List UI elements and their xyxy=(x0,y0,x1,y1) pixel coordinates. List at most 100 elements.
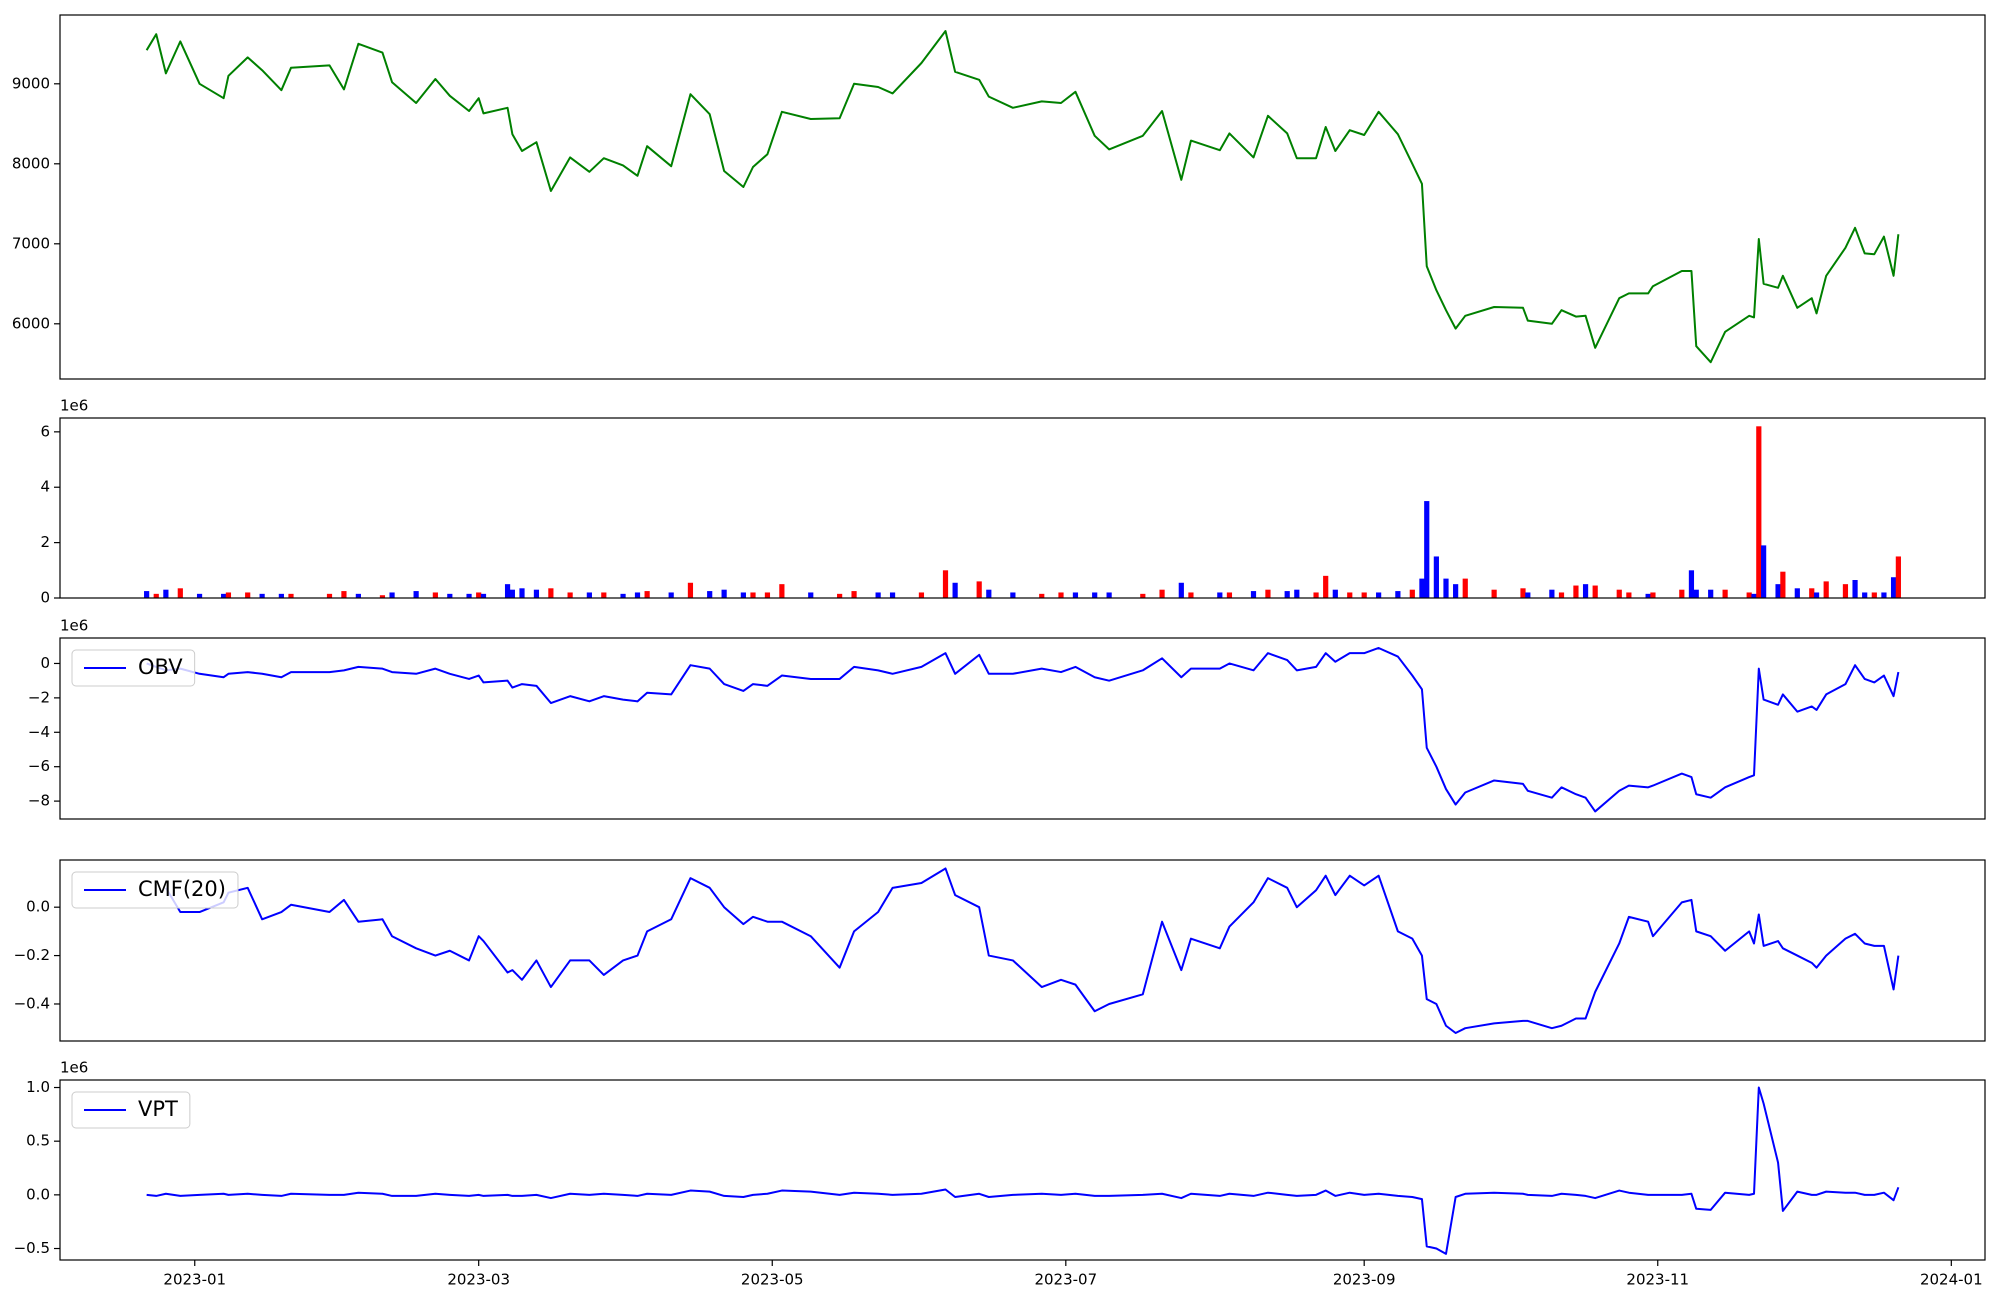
volume-bar xyxy=(1443,578,1449,598)
legend-box xyxy=(71,871,239,909)
volume-bar xyxy=(326,593,333,598)
volume-bar xyxy=(1250,591,1257,598)
volume-bar xyxy=(245,592,251,598)
volume-bar xyxy=(1616,589,1622,598)
volume-bar xyxy=(837,593,843,598)
volume-bar xyxy=(620,593,626,598)
volume-bar xyxy=(1626,592,1632,598)
volume-bar xyxy=(1761,545,1767,598)
axis-offset-label: 1e6 xyxy=(60,397,88,415)
volume-bar xyxy=(1746,592,1752,598)
y-tick-label: 0.5 xyxy=(26,1132,50,1150)
volume-bar xyxy=(1376,592,1382,598)
volume-bar xyxy=(942,570,949,598)
panel-frame xyxy=(59,417,1986,599)
panel-frame xyxy=(59,14,1986,380)
volume-bar xyxy=(1453,584,1459,598)
y-tick-label: 0 xyxy=(40,654,50,672)
volume-bar xyxy=(1679,589,1685,598)
y-tick-label: −0.5 xyxy=(14,1239,50,1257)
series-line xyxy=(165,867,1900,1035)
volume-bar xyxy=(1780,571,1786,598)
volume-bar xyxy=(1525,592,1531,598)
volume-bar xyxy=(480,593,487,598)
volume-bar xyxy=(278,593,284,598)
volume-bar xyxy=(986,589,992,598)
volume-bar xyxy=(634,592,641,598)
y-tick-label: 0.0 xyxy=(26,1185,50,1203)
volume-bar xyxy=(1809,588,1815,598)
volume-bar xyxy=(1140,593,1146,598)
volume-bar xyxy=(519,588,525,598)
volume-bar xyxy=(687,582,694,598)
volume-bar xyxy=(1708,589,1714,598)
volume-bar xyxy=(1688,570,1695,598)
volume-bar xyxy=(1592,585,1598,598)
volume-bar xyxy=(851,591,857,598)
volume-bar xyxy=(341,591,347,598)
volume-bar xyxy=(153,593,159,598)
volume-bar xyxy=(504,584,511,598)
volume-bar xyxy=(567,592,573,598)
volume-bar xyxy=(1582,584,1589,598)
x-tick-label: 2023-07 xyxy=(1034,1271,1097,1289)
volume-bar xyxy=(144,591,150,598)
y-tick-label: 8000 xyxy=(12,154,50,172)
x-tick-label: 2023-05 xyxy=(741,1271,804,1289)
volume-bar xyxy=(721,589,727,598)
volume-bar xyxy=(413,591,419,598)
volume-bar xyxy=(586,592,592,598)
volume-bar xyxy=(1433,556,1439,598)
volume-bar xyxy=(779,584,785,598)
y-tick-label: −0.4 xyxy=(14,994,50,1012)
axis-offset-label: 1e6 xyxy=(60,617,88,635)
volume-bar xyxy=(750,592,756,598)
volume-bar xyxy=(764,592,771,598)
volume-bar xyxy=(808,592,814,598)
volume-bar xyxy=(196,593,203,598)
volume-bar xyxy=(1332,589,1338,598)
legend-label: VPT xyxy=(138,1097,178,1121)
volume-bar xyxy=(1862,592,1868,598)
volume-bar xyxy=(1895,556,1901,598)
volume-bar xyxy=(1823,581,1829,598)
volume-bar xyxy=(1188,592,1194,598)
volume-bar xyxy=(1409,589,1415,598)
volume-bar xyxy=(1756,426,1762,598)
volume-bar xyxy=(221,593,227,598)
y-tick-label: 7000 xyxy=(12,234,50,252)
volume-bar xyxy=(1294,589,1300,598)
legend-box xyxy=(71,649,196,687)
volume-bar xyxy=(1491,589,1497,598)
volume-bar xyxy=(379,595,386,598)
y-tick-label: 4 xyxy=(40,478,50,496)
volume-bar xyxy=(1520,588,1526,598)
volume-bar xyxy=(1573,585,1579,598)
volume-bar xyxy=(601,592,607,598)
y-tick-label: 0 xyxy=(40,589,50,607)
volume-bar xyxy=(1313,592,1319,598)
volume-bar xyxy=(1217,592,1223,598)
volume-bar xyxy=(1881,592,1887,598)
volume-bar xyxy=(1361,592,1367,598)
x-tick-label: 2023-09 xyxy=(1333,1271,1396,1289)
volume-bar xyxy=(740,592,746,598)
y-tick-label: 9000 xyxy=(12,74,50,92)
axis-offset-label: 1e6 xyxy=(60,1059,88,1077)
volume-bar xyxy=(466,593,472,598)
volume-bar xyxy=(952,582,958,598)
volume-bar xyxy=(288,593,294,598)
volume-bar xyxy=(1813,592,1820,598)
volume-bar xyxy=(1284,591,1290,598)
x-tick-label: 2023-11 xyxy=(1626,1271,1689,1289)
volume-bar xyxy=(1265,589,1271,598)
volume-bar xyxy=(1424,501,1430,598)
legend-box xyxy=(71,1091,191,1129)
series-line xyxy=(146,646,1900,813)
volume-bar xyxy=(389,592,395,598)
volume-bar xyxy=(976,581,982,598)
volume-bar xyxy=(1323,575,1329,598)
volume-bar xyxy=(1347,592,1353,598)
